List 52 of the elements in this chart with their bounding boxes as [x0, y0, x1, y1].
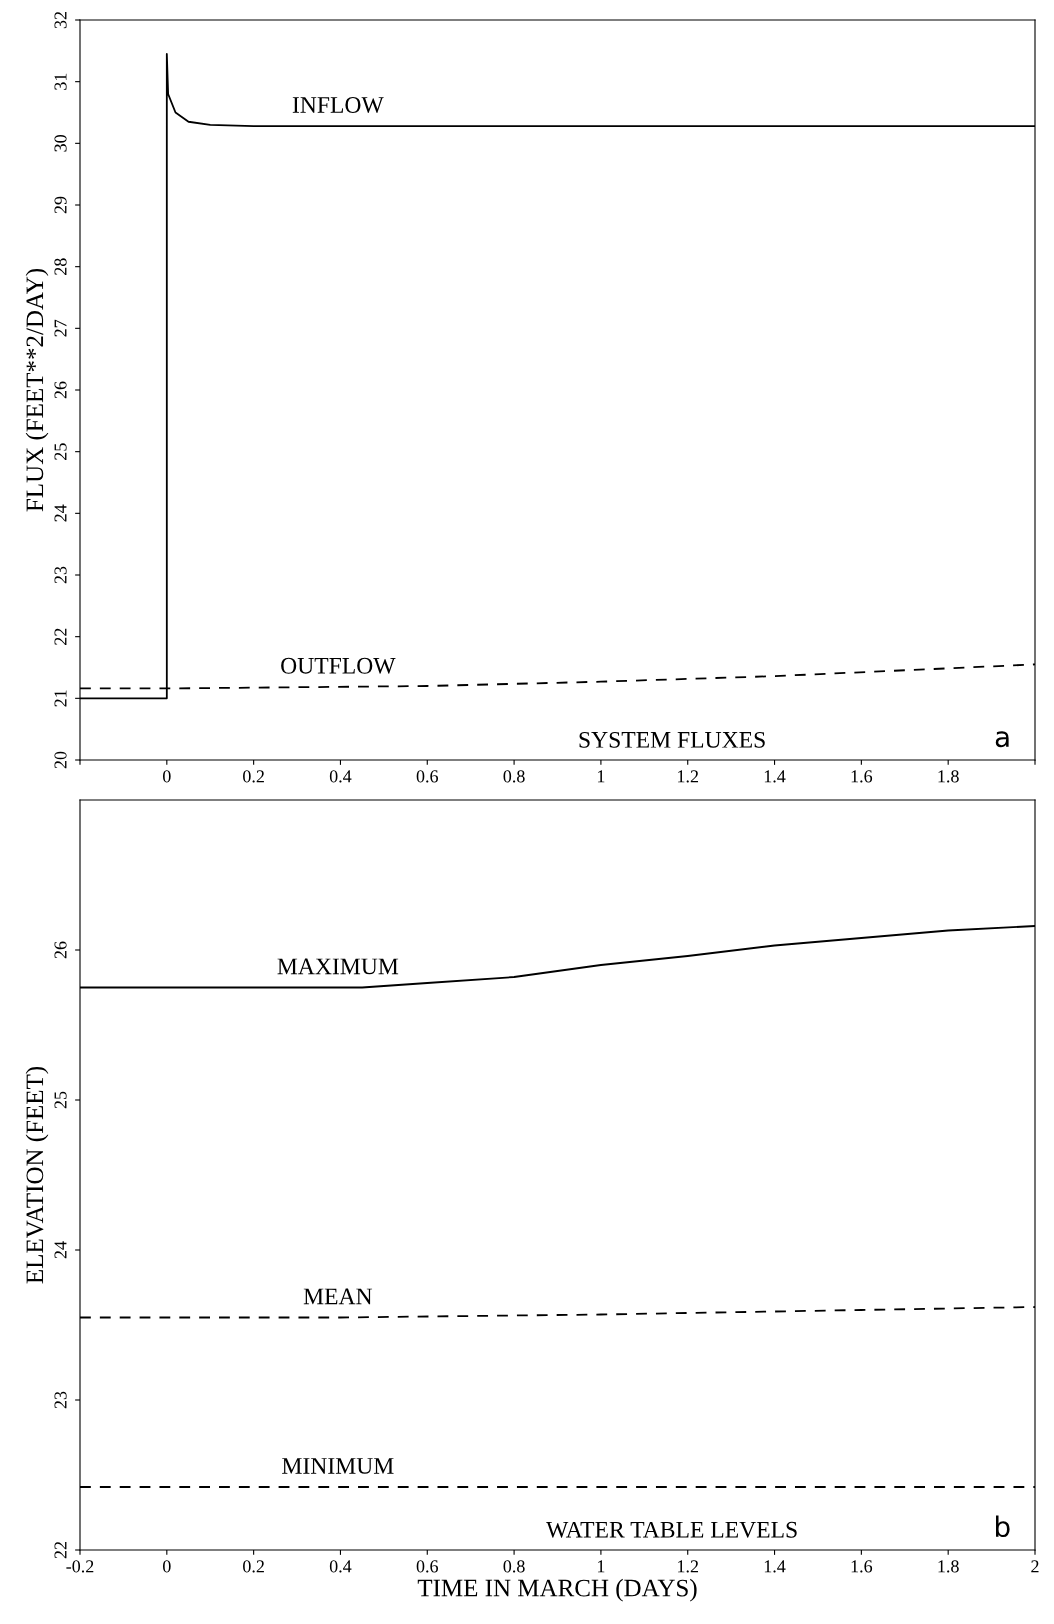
x-tick-label: 0.2 — [243, 1560, 264, 1573]
y-tick-label: 32 — [54, 11, 67, 29]
y-tick-label: 26 — [54, 381, 67, 399]
x-tick-label: 1 — [597, 770, 605, 783]
y-tick-label: 29 — [54, 196, 67, 214]
x-tick-label: 1.8 — [938, 1560, 959, 1573]
series-label: INFLOW — [292, 97, 384, 114]
x-tick-label: 0.6 — [416, 770, 439, 783]
x-tick-label: 1.6 — [851, 1560, 873, 1573]
x-tick-label: 0.8 — [503, 1560, 525, 1573]
x-tick-label: 0.4 — [329, 770, 352, 783]
y-tick-label: 24 — [54, 504, 67, 522]
x-tick-label: 0.6 — [416, 1560, 439, 1573]
y-tick-label: 24 — [54, 1241, 67, 1259]
series-label: MEAN — [303, 1288, 373, 1305]
x-tick-label: 0.2 — [243, 770, 264, 783]
x-tick-label: 0.4 — [329, 1560, 352, 1573]
y-tick-label: 26 — [54, 941, 67, 959]
annotation: SYSTEM FLUXES — [579, 731, 765, 748]
x-tick-label: 0 — [162, 1560, 171, 1573]
x-tick-label: 1.2 — [678, 1560, 699, 1573]
x-tick-label: 0.8 — [503, 770, 525, 783]
y-tick-label: 28 — [54, 258, 67, 275]
y-tick-label: 23 — [54, 566, 67, 584]
y-axis-title: ELEVATION (FEET) — [25, 1066, 49, 1284]
series-label: MINIMUM — [282, 1458, 394, 1474]
y-tick-label: 31 — [54, 73, 67, 90]
x-tick-label: 1.6 — [851, 770, 873, 783]
x-tick-label: 1.2 — [678, 770, 699, 783]
series-label: MAXIMUM — [277, 958, 399, 975]
x-tick-label: -0.2 — [66, 1560, 94, 1573]
y-axis-title: FLUX (FEET**2/DAY) — [25, 268, 49, 512]
series-label: OUTFLOW — [281, 657, 396, 674]
y-tick-label: 25 — [54, 1091, 67, 1109]
y-tick-label: 22 — [54, 628, 67, 645]
y-tick-label: 30 — [54, 134, 67, 152]
x-tick-label: 2 — [1031, 1560, 1039, 1573]
y-tick-label: 20 — [54, 751, 67, 769]
y-tick-label: 25 — [54, 443, 67, 460]
x-tick-label: 1 — [597, 1560, 605, 1573]
x-tick-label: 0 — [162, 770, 171, 783]
annotation: WATER TABLE LEVELS — [546, 1521, 797, 1538]
y-tick-label: 21 — [54, 690, 67, 707]
x-axis-title: TIME IN MARCH (DAYS) — [417, 1578, 697, 1602]
y-tick-label: 22 — [54, 1541, 67, 1559]
y-tick-label: 27 — [54, 319, 67, 337]
x-tick-label: 1.8 — [938, 770, 959, 783]
x-tick-label: 1.4 — [764, 770, 786, 783]
annotation: a — [995, 731, 1009, 748]
annotation: b — [996, 1515, 1010, 1538]
y-tick-label: 23 — [54, 1391, 67, 1409]
x-tick-label: 1.4 — [764, 1560, 786, 1573]
